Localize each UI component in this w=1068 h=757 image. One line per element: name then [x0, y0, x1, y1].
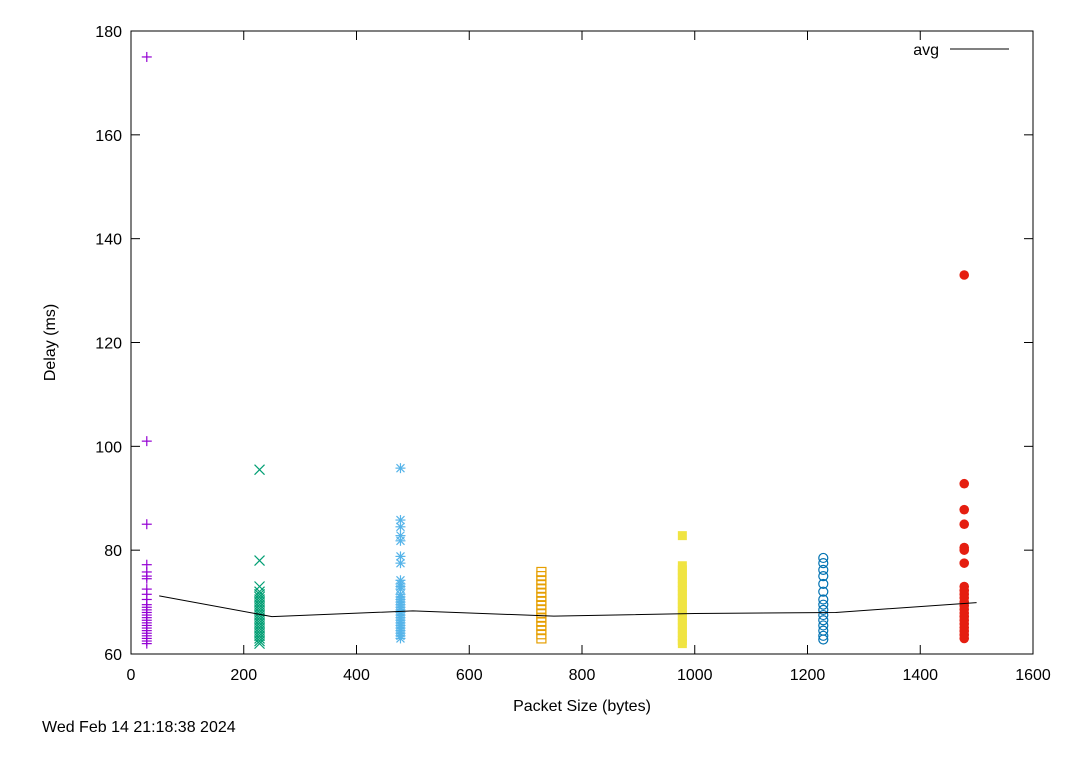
data-point	[254, 591, 265, 603]
data-point	[254, 604, 265, 616]
avg-line-layer	[159, 595, 977, 618]
data-point	[254, 617, 265, 629]
x-tick-label: 1000	[677, 667, 713, 684]
timestamp: Wed Feb 14 21:18:38 2024	[42, 719, 236, 736]
data-point	[677, 639, 687, 649]
data-point	[254, 614, 265, 626]
data-point	[959, 519, 970, 530]
data-point	[959, 478, 970, 489]
data-point	[395, 558, 406, 569]
y-tick-label: 100	[95, 439, 122, 456]
data-point	[254, 586, 265, 598]
data-point	[254, 630, 265, 642]
plot-frame	[130, 30, 1034, 655]
data-point	[395, 633, 406, 644]
data-point	[254, 620, 265, 631]
x-axis-title: Packet Size (bytes)	[513, 698, 651, 715]
data-point	[254, 638, 265, 650]
x-tick-label: 600	[456, 667, 483, 684]
data-point	[818, 615, 829, 626]
data-point	[818, 604, 829, 615]
x-tick-label: 800	[569, 667, 596, 684]
data-point	[959, 633, 970, 644]
data-point	[818, 625, 829, 636]
data-point	[818, 594, 829, 605]
y-tick-label: 120	[95, 336, 122, 353]
data-point	[959, 558, 970, 568]
data-point	[254, 635, 265, 647]
y-axis-title: Delay (ms)	[42, 304, 59, 381]
data-point	[959, 504, 970, 515]
data-point	[141, 519, 152, 530]
data-point	[254, 607, 265, 618]
data-point	[818, 634, 829, 645]
y-tick-label: 60	[104, 647, 122, 664]
data-point	[536, 633, 547, 644]
data-point	[141, 51, 152, 62]
data-point	[818, 571, 829, 582]
data-point	[818, 578, 829, 590]
data-point	[818, 564, 829, 575]
x-tick-label: 1400	[902, 667, 938, 684]
data-point	[677, 531, 687, 541]
data-point	[254, 555, 265, 566]
legend-label-avg: avg	[913, 42, 939, 59]
data-point	[254, 633, 265, 644]
data-point	[395, 535, 406, 546]
data-point	[818, 586, 829, 597]
axis-ticks: 0 200 400 600 800 1000 1200 1400 1600 60 80 100 120 1…	[95, 24, 1051, 684]
data-point	[141, 638, 152, 649]
x-tick-label: 1200	[790, 667, 826, 684]
data-point	[141, 436, 152, 447]
data-point	[254, 581, 265, 592]
data-point	[254, 594, 265, 605]
data-point	[959, 270, 970, 280]
x-tick-label: 400	[343, 667, 370, 684]
data-point	[818, 620, 829, 631]
data-point	[959, 545, 970, 555]
data-point	[141, 573, 152, 584]
data-point	[254, 612, 265, 624]
data-point	[395, 521, 406, 532]
y-tick-label: 80	[104, 543, 122, 560]
x-tick-label: 1600	[1015, 667, 1051, 684]
data-point	[254, 464, 265, 476]
y-tick-label: 180	[95, 24, 122, 41]
data-point	[818, 599, 829, 610]
legend: avg	[913, 42, 1009, 59]
data-point	[818, 609, 829, 621]
data-point	[818, 558, 829, 569]
y-tick-label: 160	[95, 128, 122, 145]
data-point	[254, 601, 265, 613]
data-point	[254, 588, 265, 600]
data-point	[818, 552, 829, 564]
data-point	[254, 627, 265, 639]
data-point	[254, 622, 265, 634]
data-marks	[141, 51, 970, 650]
y-tick-label: 140	[95, 232, 122, 249]
x-tick-label: 200	[230, 667, 257, 684]
x-tick-label: 0	[127, 667, 136, 684]
data-point	[254, 596, 265, 608]
data-point	[254, 609, 265, 621]
data-point	[395, 463, 406, 474]
avg-series-line	[159, 595, 977, 618]
data-point	[818, 630, 829, 641]
data-point	[254, 625, 265, 637]
data-point	[254, 599, 265, 611]
